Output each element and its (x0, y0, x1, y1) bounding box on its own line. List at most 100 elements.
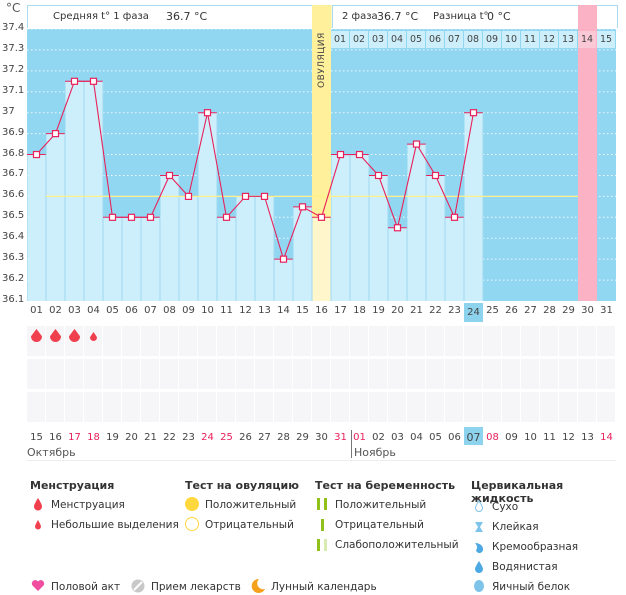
calendar-date[interactable]: 19 (106, 432, 119, 443)
calendar-date[interactable]: 26 (239, 432, 252, 443)
x-tick-label[interactable]: 28 (543, 305, 556, 316)
symptom-cell[interactable] (122, 392, 140, 422)
symptom-cell[interactable] (483, 326, 501, 356)
symptom-cell[interactable] (502, 359, 520, 389)
symptom-cell[interactable] (160, 326, 178, 356)
calendar-date[interactable]: 15 (30, 432, 43, 443)
symptom-cell[interactable] (65, 359, 83, 389)
symptom-cell[interactable] (578, 326, 596, 356)
x-tick-label[interactable]: 01 (30, 305, 43, 316)
symptom-cell[interactable] (27, 392, 45, 422)
calendar-date[interactable]: 24 (201, 432, 214, 443)
calendar-date[interactable]: 21 (144, 432, 157, 443)
symptom-cell[interactable] (65, 392, 83, 422)
symptom-cell[interactable] (502, 392, 520, 422)
x-tick-label[interactable]: 10 (201, 305, 214, 316)
x-tick-label[interactable]: 23 (448, 305, 461, 316)
x-tick-label[interactable]: 08 (163, 305, 176, 316)
symptom-cell[interactable] (350, 392, 368, 422)
symptom-cell[interactable] (540, 359, 558, 389)
symptom-cell[interactable] (160, 359, 178, 389)
x-tick-label[interactable]: 19 (372, 305, 385, 316)
x-tick-label[interactable]: 27 (524, 305, 537, 316)
calendar-date[interactable]: 14 (600, 432, 613, 443)
symptom-cell[interactable] (198, 359, 216, 389)
symptom-cell[interactable] (464, 392, 482, 422)
symptom-cell[interactable] (445, 392, 463, 422)
symptom-cell[interactable] (217, 359, 235, 389)
x-tick-label[interactable]: 11 (220, 305, 233, 316)
symptom-cell[interactable] (274, 359, 292, 389)
symptom-cell[interactable] (217, 326, 235, 356)
calendar-date[interactable]: 31 (334, 432, 347, 443)
symptom-cell[interactable] (578, 392, 596, 422)
symptom-cell[interactable] (597, 392, 615, 422)
x-tick-label[interactable]: 30 (581, 305, 594, 316)
calendar-date[interactable]: 02 (372, 432, 385, 443)
symptom-cell[interactable] (540, 326, 558, 356)
calendar-date[interactable]: 18 (87, 432, 100, 443)
symptom-cell[interactable] (350, 359, 368, 389)
symptom-cell[interactable] (179, 392, 197, 422)
symptom-cell[interactable] (84, 326, 102, 356)
symptom-cell[interactable] (236, 326, 254, 356)
symptom-cell[interactable] (540, 392, 558, 422)
symptom-cell[interactable] (46, 359, 64, 389)
calendar-date[interactable]: 11 (543, 432, 556, 443)
symptom-cell[interactable] (578, 359, 596, 389)
x-tick-label[interactable]: 29 (562, 305, 575, 316)
symptom-cell[interactable] (255, 359, 273, 389)
symptom-cell[interactable] (217, 392, 235, 422)
symptom-cell[interactable] (426, 392, 444, 422)
symptom-cell[interactable] (103, 359, 121, 389)
x-tick-label[interactable]: 15 (296, 305, 309, 316)
calendar-date[interactable]: 27 (258, 432, 271, 443)
calendar-date[interactable]: 08 (486, 432, 499, 443)
calendar-date[interactable]: 12 (562, 432, 575, 443)
x-tick-label[interactable]: 03 (68, 305, 81, 316)
symptom-cell[interactable] (521, 326, 539, 356)
symptom-cell[interactable] (103, 326, 121, 356)
calendar-date[interactable]: 06 (448, 432, 461, 443)
calendar-date[interactable]: 25 (220, 432, 233, 443)
symptom-cell[interactable] (388, 359, 406, 389)
x-tick-label[interactable]: 31 (600, 305, 613, 316)
calendar-date[interactable]: 30 (315, 432, 328, 443)
calendar-date[interactable]: 16 (49, 432, 62, 443)
symptom-cell[interactable] (27, 359, 45, 389)
calendar-date[interactable]: 17 (68, 432, 81, 443)
symptom-cell[interactable] (331, 359, 349, 389)
symptom-cell[interactable] (331, 392, 349, 422)
x-tick-label[interactable]: 25 (486, 305, 499, 316)
symptom-cell[interactable] (312, 326, 330, 356)
symptom-cell[interactable] (312, 359, 330, 389)
symptom-cell[interactable] (521, 392, 539, 422)
x-tick-label[interactable]: 13 (258, 305, 271, 316)
symptom-cell[interactable] (559, 326, 577, 356)
calendar-date[interactable]: 22 (163, 432, 176, 443)
symptom-cell[interactable] (369, 359, 387, 389)
symptom-cell[interactable] (122, 359, 140, 389)
symptom-cell[interactable] (369, 326, 387, 356)
symptom-cell[interactable] (407, 392, 425, 422)
calendar-date[interactable]: 04 (410, 432, 423, 443)
calendar-date[interactable]: 20 (125, 432, 138, 443)
symptom-cell[interactable] (426, 359, 444, 389)
symptom-cell[interactable] (293, 392, 311, 422)
symptom-cell[interactable] (179, 326, 197, 356)
symptom-cell[interactable] (46, 392, 64, 422)
x-tick-label[interactable]: 07 (144, 305, 157, 316)
symptom-cell[interactable] (388, 392, 406, 422)
symptom-cell[interactable] (483, 392, 501, 422)
symptom-cell[interactable] (597, 359, 615, 389)
calendar-date[interactable]: 29 (296, 432, 309, 443)
symptom-cell[interactable] (160, 392, 178, 422)
x-tick-label[interactable]: 17 (334, 305, 347, 316)
symptom-cell[interactable] (236, 359, 254, 389)
symptom-cell[interactable] (502, 326, 520, 356)
symptom-cell[interactable] (350, 326, 368, 356)
x-tick-label[interactable]: 24 (464, 303, 483, 322)
symptom-cell[interactable] (597, 326, 615, 356)
symptom-cell[interactable] (521, 359, 539, 389)
symptom-cell[interactable] (464, 326, 482, 356)
